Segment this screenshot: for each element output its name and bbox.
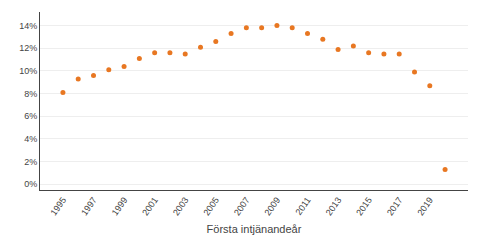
- svg-text:4%: 4%: [24, 134, 37, 144]
- svg-text:1999: 1999: [110, 195, 130, 217]
- svg-text:2011: 2011: [294, 195, 313, 217]
- svg-text:2019: 2019: [415, 195, 435, 217]
- svg-text:2009: 2009: [263, 195, 283, 217]
- svg-text:0%: 0%: [24, 179, 37, 189]
- svg-text:2005: 2005: [201, 195, 221, 217]
- svg-text:8%: 8%: [24, 89, 37, 99]
- svg-text:Första intjänandeår: Första intjänandeår: [207, 223, 302, 235]
- svg-text:6%: 6%: [24, 111, 37, 121]
- svg-text:12%: 12%: [19, 43, 37, 53]
- svg-text:2015: 2015: [354, 195, 374, 217]
- svg-text:1995: 1995: [49, 195, 69, 217]
- svg-text:1997: 1997: [79, 195, 99, 217]
- svg-text:2007: 2007: [232, 195, 252, 217]
- svg-text:2%: 2%: [24, 157, 37, 167]
- svg-text:2003: 2003: [171, 195, 191, 217]
- svg-text:10%: 10%: [19, 66, 37, 76]
- svg-text:2017: 2017: [385, 195, 405, 217]
- svg-text:2001: 2001: [140, 195, 160, 217]
- svg-text:14%: 14%: [19, 21, 37, 31]
- svg-text:2013: 2013: [324, 195, 344, 217]
